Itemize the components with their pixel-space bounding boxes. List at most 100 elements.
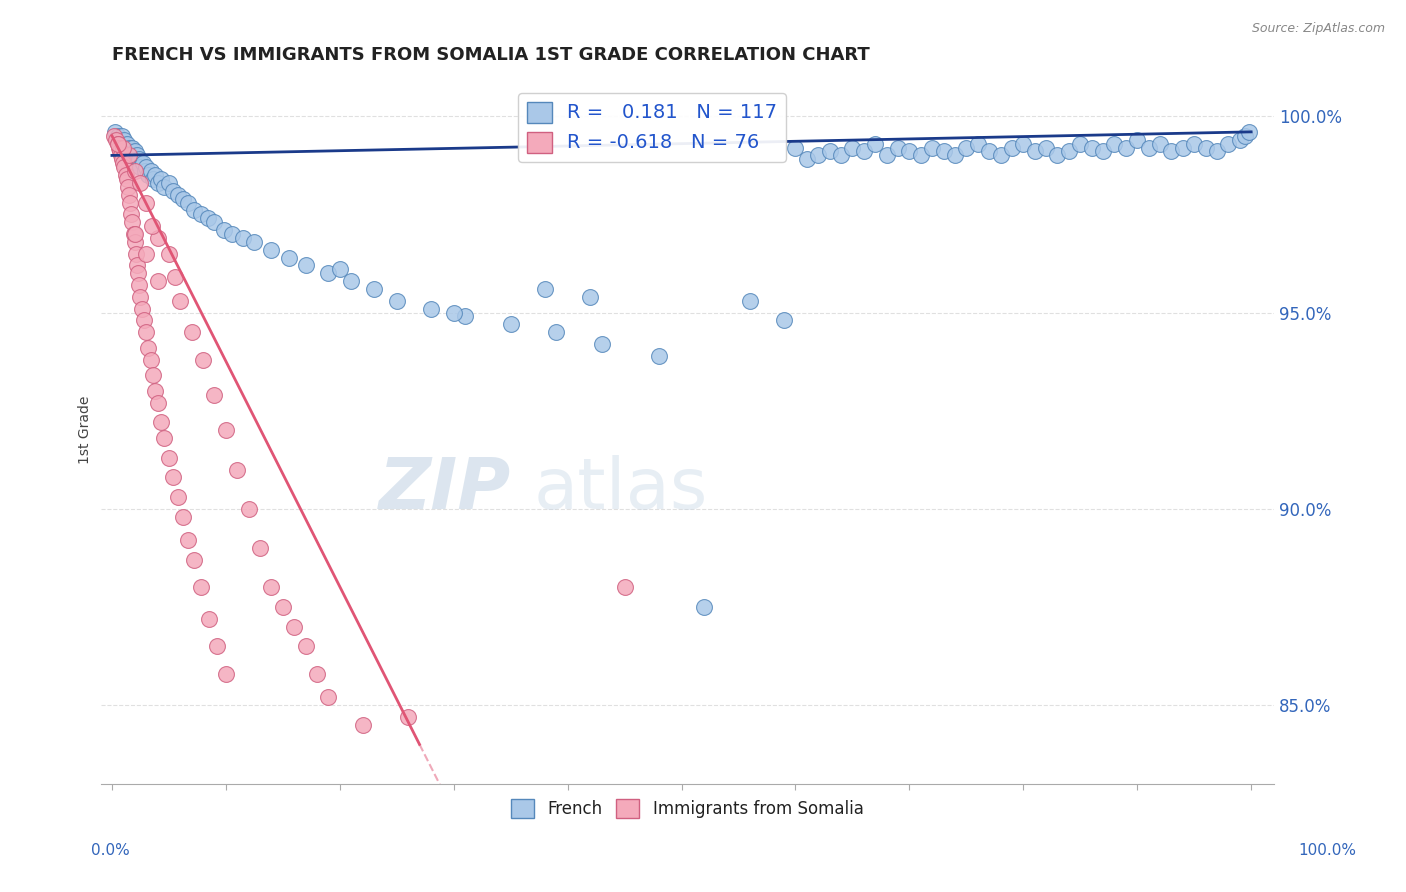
Point	[363, 282, 385, 296]
Point	[157, 450, 180, 465]
Point	[205, 640, 228, 654]
Point	[773, 313, 796, 327]
Point	[190, 207, 212, 221]
Point	[114, 160, 136, 174]
Point	[180, 325, 202, 339]
Point	[1229, 133, 1251, 147]
Point	[112, 156, 135, 170]
Point	[243, 235, 266, 249]
Point	[135, 195, 157, 210]
Point	[238, 501, 260, 516]
Point	[129, 176, 152, 190]
Point	[104, 125, 127, 139]
Point	[177, 533, 200, 548]
Point	[135, 246, 157, 260]
Point	[120, 148, 142, 162]
Point	[167, 187, 190, 202]
Point	[990, 148, 1012, 162]
Point	[115, 136, 138, 151]
Point	[114, 168, 136, 182]
Point	[579, 290, 602, 304]
Point	[863, 136, 886, 151]
Point	[1092, 145, 1115, 159]
Point	[738, 293, 761, 308]
Point	[115, 172, 138, 186]
Point	[966, 136, 988, 151]
Point	[117, 179, 139, 194]
Point	[294, 259, 316, 273]
Point	[169, 293, 191, 308]
Point	[932, 145, 955, 159]
Point	[124, 164, 146, 178]
Point	[107, 136, 129, 151]
Point	[131, 156, 153, 170]
Point	[197, 612, 219, 626]
Point	[142, 172, 165, 186]
Point	[204, 215, 226, 229]
Point	[443, 305, 465, 319]
Point	[128, 278, 150, 293]
Point	[121, 140, 143, 154]
Point	[305, 666, 328, 681]
Point	[120, 145, 142, 159]
Point	[127, 156, 149, 170]
Point	[1237, 125, 1260, 139]
Point	[221, 227, 243, 241]
Point	[1194, 140, 1216, 154]
Point	[830, 148, 852, 162]
Point	[1104, 136, 1126, 151]
Point	[124, 227, 146, 241]
Point	[183, 203, 205, 218]
Point	[396, 710, 419, 724]
Point	[118, 148, 141, 162]
Point	[204, 388, 226, 402]
Point	[197, 211, 219, 226]
Point	[1137, 140, 1160, 154]
Point	[125, 153, 148, 167]
Point	[876, 148, 898, 162]
Point	[142, 368, 165, 383]
Point	[112, 136, 135, 151]
Point	[125, 148, 148, 162]
Point	[114, 140, 136, 154]
Point	[979, 145, 1001, 159]
Point	[134, 164, 156, 178]
Point	[139, 164, 162, 178]
Point	[271, 600, 294, 615]
Point	[146, 396, 169, 410]
Point	[138, 168, 160, 182]
Point	[785, 140, 807, 154]
Point	[910, 148, 932, 162]
Point	[1012, 136, 1035, 151]
Point	[215, 423, 238, 437]
Point	[1160, 145, 1182, 159]
Point	[318, 690, 340, 705]
Point	[162, 184, 184, 198]
Point	[191, 352, 214, 367]
Point	[107, 128, 129, 143]
Text: Source: ZipAtlas.com: Source: ZipAtlas.com	[1251, 22, 1385, 36]
Point	[1149, 136, 1171, 151]
Point	[177, 195, 200, 210]
Point	[340, 274, 363, 288]
Point	[135, 160, 157, 174]
Point	[118, 187, 141, 202]
Point	[105, 133, 128, 147]
Point	[139, 352, 162, 367]
Point	[129, 290, 152, 304]
Point	[143, 384, 166, 398]
Point	[141, 219, 163, 233]
Point	[283, 620, 305, 634]
Point	[841, 140, 863, 154]
Point	[127, 266, 149, 280]
Point	[887, 140, 910, 154]
Point	[215, 666, 238, 681]
Point	[329, 262, 352, 277]
Point	[385, 293, 408, 308]
Point	[149, 172, 172, 186]
Point	[260, 243, 283, 257]
Point	[162, 470, 184, 484]
Point	[107, 136, 129, 151]
Point	[1057, 145, 1080, 159]
Point	[146, 274, 169, 288]
